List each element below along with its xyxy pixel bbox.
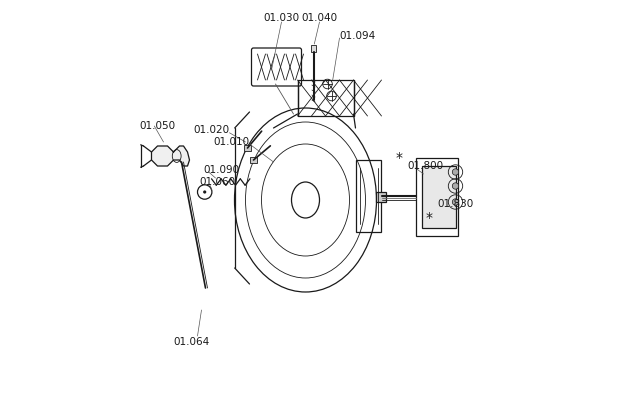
Text: 01.064: 01.064: [174, 337, 210, 347]
Text: 01.040: 01.040: [302, 13, 338, 23]
Text: 01.800: 01.800: [408, 161, 444, 171]
Circle shape: [452, 169, 458, 175]
Text: *: *: [396, 151, 403, 165]
Circle shape: [452, 199, 458, 205]
Circle shape: [203, 190, 206, 194]
FancyBboxPatch shape: [422, 166, 455, 228]
FancyBboxPatch shape: [244, 145, 251, 151]
Text: 01.090: 01.090: [203, 165, 240, 175]
Text: 01.050: 01.050: [140, 121, 176, 131]
Text: 01.010: 01.010: [213, 137, 249, 147]
Text: 01.030: 01.030: [264, 13, 300, 23]
FancyBboxPatch shape: [250, 157, 257, 163]
Text: 01.060: 01.060: [199, 177, 235, 187]
Text: 01.830: 01.830: [437, 199, 474, 209]
FancyBboxPatch shape: [376, 192, 386, 202]
Polygon shape: [152, 146, 190, 166]
FancyBboxPatch shape: [311, 45, 316, 52]
Text: 01.094: 01.094: [340, 31, 376, 41]
Text: *: *: [426, 211, 433, 225]
Text: 01.020: 01.020: [194, 125, 230, 135]
Circle shape: [452, 183, 458, 189]
